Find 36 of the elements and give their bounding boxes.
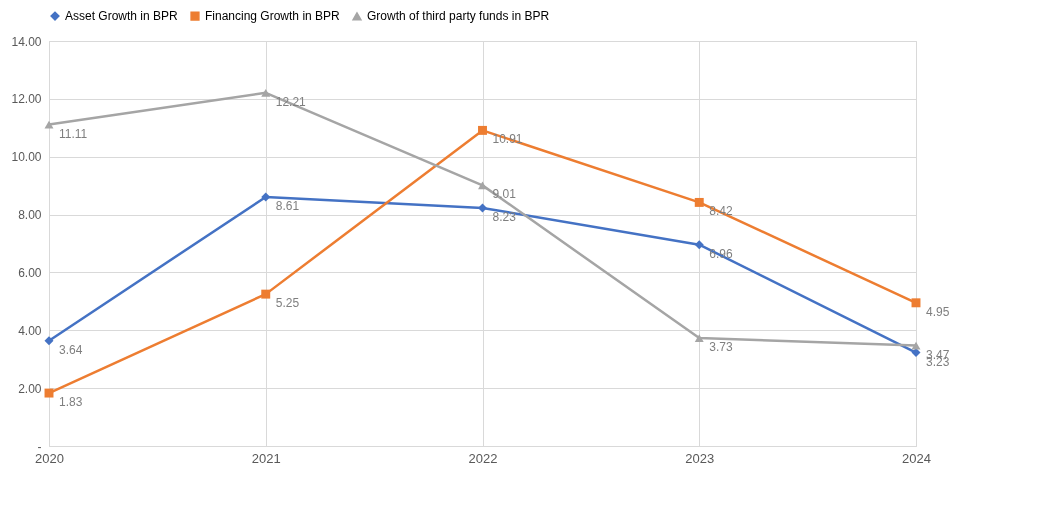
point <box>261 192 271 202</box>
legend-label: Asset Growth in BPR <box>65 9 179 24</box>
y-tick-label: 12.00 <box>11 92 42 107</box>
point <box>694 240 704 250</box>
point <box>478 125 487 135</box>
point <box>261 289 271 299</box>
y-tick-label: 10.00 <box>11 150 42 165</box>
data-label: 9.01 <box>492 187 517 202</box>
point <box>478 203 487 213</box>
x-tick-label: 2023 <box>685 450 715 466</box>
point <box>261 88 271 97</box>
point <box>694 197 704 207</box>
y-tick-label: 8.00 <box>18 208 42 223</box>
data-label: 5.25 <box>275 296 300 311</box>
point <box>911 348 921 358</box>
data-label: 3.73 <box>709 340 733 355</box>
data-label: 11.11 <box>59 126 88 141</box>
y-tick-label: 4.00 <box>18 323 42 338</box>
data-label: 8.61 <box>275 198 300 213</box>
legend-label: Growth of third party funds in BPR <box>367 9 550 24</box>
data-label: 3.64 <box>59 342 83 357</box>
point <box>44 388 54 398</box>
point <box>911 298 921 308</box>
y-tick-label: 6.00 <box>18 265 42 280</box>
data-label: 1.83 <box>59 395 83 410</box>
point <box>478 181 487 190</box>
y-tick-label: 14.00 <box>11 34 42 49</box>
x-tick-label: 2024 <box>902 450 931 466</box>
point <box>44 336 54 346</box>
point <box>694 334 704 342</box>
x-tick-label: 2021 <box>251 450 281 466</box>
legend-label: Financing Growth in BPR <box>205 9 341 24</box>
y-tick-label: 2.00 <box>18 381 42 396</box>
x-tick-label: 2022 <box>468 450 498 466</box>
data-label: 4.95 <box>926 304 950 319</box>
data-label: 8.23 <box>492 209 517 224</box>
